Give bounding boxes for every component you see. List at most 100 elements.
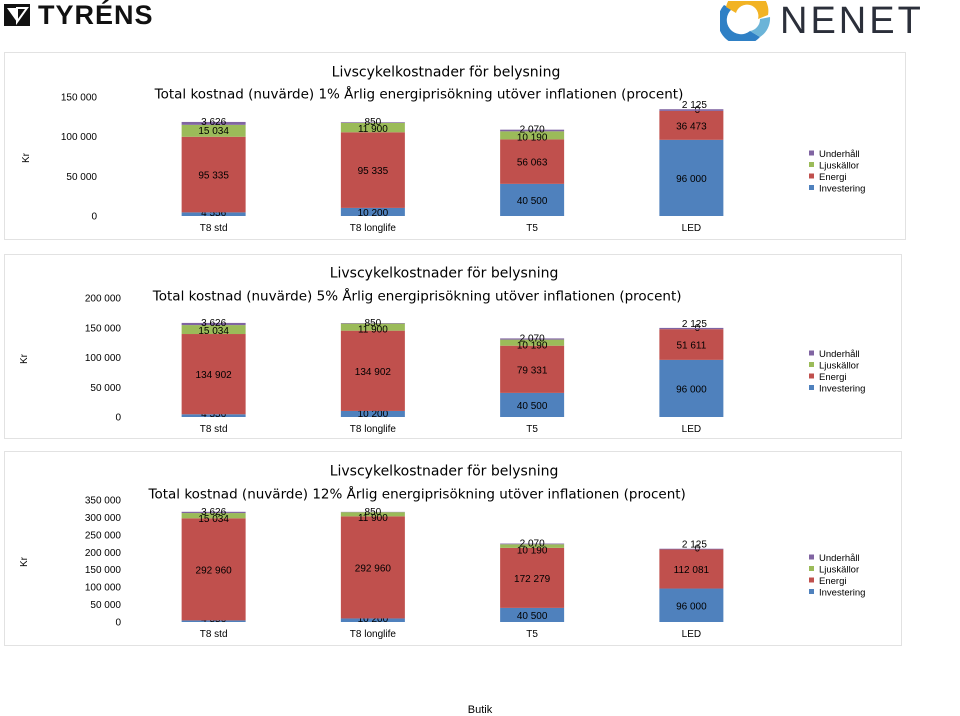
y-axis-label: Kr <box>19 353 30 364</box>
bar-segment-investering <box>500 392 565 417</box>
x-tick-label: T8 std <box>200 223 228 234</box>
data-label: 40 500 <box>517 401 548 412</box>
bar-segment-ljuskällor <box>500 131 565 140</box>
data-label: 10 190 <box>517 341 548 352</box>
data-label: 11 900 <box>358 124 388 135</box>
bar-segment-energi <box>659 329 724 360</box>
x-tick-label: LED <box>682 629 701 640</box>
y-tick-label: 150 000 <box>61 93 98 104</box>
x-tick-label: T8 std <box>200 424 228 435</box>
nenet-logo: NENET <box>720 0 960 44</box>
y-tick-label: 150 000 <box>85 565 122 576</box>
bar-segment-energi <box>181 136 246 213</box>
y-tick-label: 50 000 <box>90 383 121 394</box>
y-tick-label: 150 000 <box>85 323 122 334</box>
page-header: TYRÉNS NENET <box>0 0 960 44</box>
y-tick-label: 300 000 <box>85 513 122 524</box>
bar-segment-energi <box>500 139 565 184</box>
legend-swatch <box>809 566 814 571</box>
data-label: 10 200 <box>358 614 389 625</box>
y-tick-label: 0 <box>115 618 121 629</box>
legend-label: Investering <box>819 184 865 195</box>
data-label: 2 070 <box>520 539 545 550</box>
legend-swatch <box>809 173 814 179</box>
y-tick-label: 200 000 <box>85 548 122 559</box>
y-tick-label: 250 000 <box>85 530 122 541</box>
x-tick-label: T8 longlife <box>350 424 397 435</box>
data-label: 10 190 <box>517 132 548 143</box>
legend-label: Investering <box>819 588 865 599</box>
data-label: 79 331 <box>517 365 548 376</box>
y-axis-label: Kr <box>21 152 32 163</box>
bar-segment-underhåll <box>181 322 246 326</box>
data-label: 4 556 <box>201 208 226 219</box>
legend-label: Underhåll <box>819 149 860 160</box>
bar-segment-underhåll <box>500 129 565 132</box>
data-label: 2 125 <box>682 319 707 330</box>
legend-label: Ljuskällor <box>819 161 859 172</box>
bar-segment-investering <box>181 212 246 216</box>
data-label: 3 626 <box>201 318 226 329</box>
data-label: 4 556 <box>201 409 226 420</box>
bar-segment-underhåll <box>181 121 246 125</box>
y-tick-label: 0 <box>115 413 121 424</box>
chart-panel-3: Livscykelkostnader för belysning Total ko… <box>4 451 902 646</box>
chart-panel-1: Livscykelkostnader för belysning Total ko… <box>4 52 906 240</box>
bar-segment-underhåll <box>659 327 724 330</box>
chart-subtitle: Total kostnad (nuvärde) 12% Årlig energi… <box>148 486 686 503</box>
data-label: 850 <box>365 318 382 329</box>
bar-segment-investering <box>340 618 405 622</box>
bar-segment-investering <box>340 207 405 216</box>
legend-label: Energi <box>819 172 846 183</box>
data-label: 95 335 <box>358 166 389 177</box>
nenet-logo-text: NENET <box>780 0 924 42</box>
y-tick-label: 350 000 <box>85 496 122 507</box>
x-tick-label: T8 std <box>200 629 228 640</box>
data-label: 51 611 <box>676 341 706 352</box>
x-tick-label: T5 <box>526 629 538 640</box>
chart-1: Livscykelkostnader för belysning Total ko… <box>21 65 865 234</box>
data-label: 56 063 <box>517 158 548 169</box>
legend-swatch <box>809 373 814 379</box>
bar-segment-energi <box>181 334 246 415</box>
y-axis-label: Kr <box>19 556 30 567</box>
data-label: 134 902 <box>355 367 392 378</box>
data-label: 95 335 <box>198 171 229 182</box>
x-tick-label: T5 <box>526 223 538 234</box>
bar-segment-investering <box>340 410 405 417</box>
data-label: 10 200 <box>358 208 389 219</box>
data-label: 11 900 <box>358 325 388 336</box>
x-tick-label: T5 <box>526 424 538 435</box>
bar-segment-investering <box>181 620 246 622</box>
chart-3: Livscykelkostnader för belysning Total ko… <box>19 464 865 640</box>
bar-segment-ljuskällor <box>340 323 405 331</box>
data-label: 2 070 <box>520 333 545 344</box>
data-label: 292 960 <box>355 563 392 574</box>
tyrens-logo-mark-icon <box>4 4 30 26</box>
data-label: 2 125 <box>682 540 707 551</box>
bar-segment-energi <box>340 330 405 411</box>
bar-segment-ljuskällor <box>340 512 405 517</box>
data-label: 172 279 <box>514 574 551 585</box>
bar-segment-investering <box>659 359 724 417</box>
bar-segment-ljuskällor <box>181 513 246 519</box>
data-label: 36 473 <box>676 121 707 132</box>
bar-segment-underhåll <box>500 543 565 545</box>
bar-segment-energi <box>659 110 724 140</box>
bar-segment-investering <box>181 414 246 417</box>
y-tick-label: 50 000 <box>66 172 97 183</box>
bar-segment-energi <box>181 518 246 621</box>
bar-segment-energi <box>659 549 724 589</box>
data-label: 2 125 <box>682 100 707 111</box>
data-label: 96 000 <box>676 174 707 185</box>
legend-swatch <box>809 385 814 390</box>
data-label: 112 081 <box>674 565 710 576</box>
chart-subtitle: Total kostnad (nuvärde) 1% Årlig energip… <box>154 86 684 103</box>
bar-segment-investering <box>659 139 724 216</box>
legend-label: Energi <box>819 372 846 383</box>
legend-swatch <box>809 350 814 356</box>
y-tick-label: 50 000 <box>90 600 121 611</box>
nenet-logo-mark-icon <box>720 1 771 41</box>
chart-title: Livscykelkostnader för belysning <box>330 464 559 480</box>
y-tick-label: 100 000 <box>85 583 122 594</box>
